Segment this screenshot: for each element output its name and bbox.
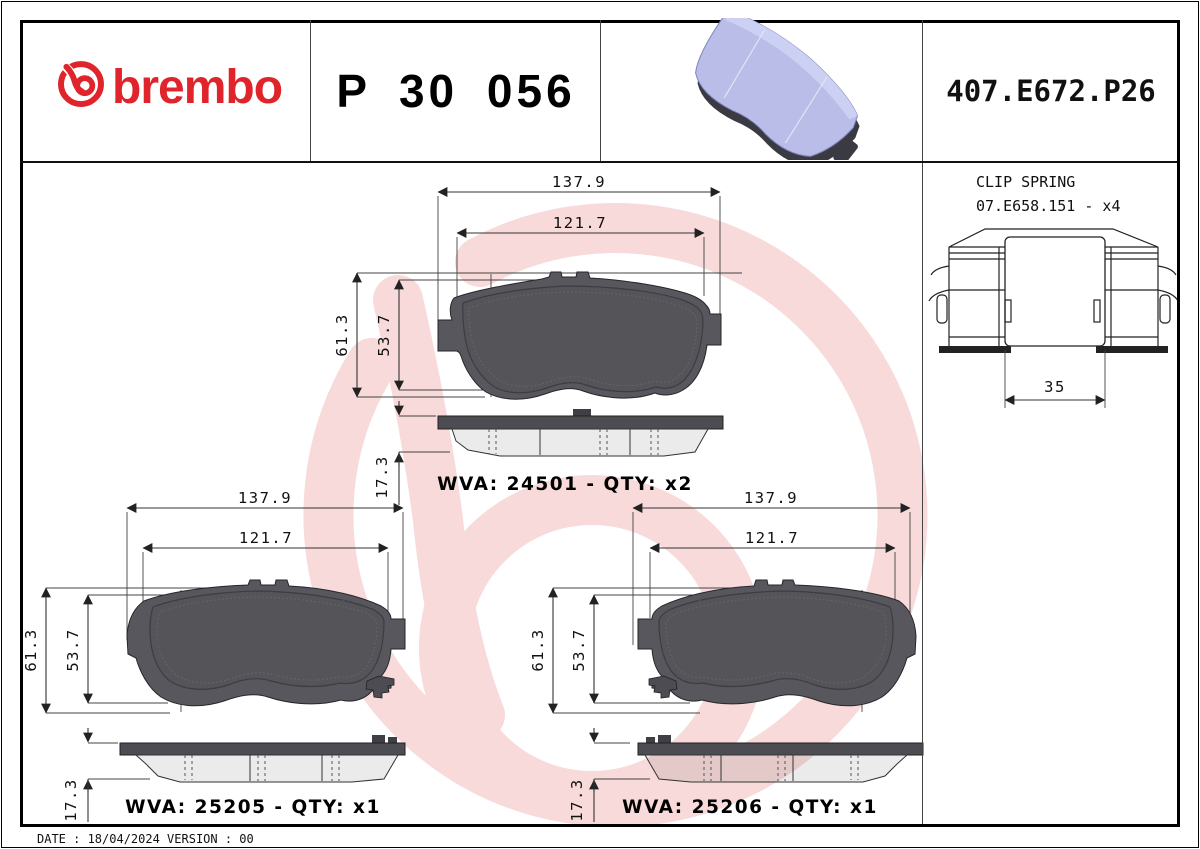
pad-group-25206: 137.9 121.7 61.3 53.7 17.3 WVA: 25206 - … <box>529 489 924 822</box>
dim-clip-width: 35 <box>1044 378 1066 396</box>
dim-thickness-br: 17.3 <box>568 778 586 821</box>
brake-pad-3d-render-icon <box>695 18 860 160</box>
part-number: P 30 056 <box>336 64 576 117</box>
brand-wordmark: brembo <box>112 61 283 114</box>
dim-pad-height-top: 53.7 <box>375 313 393 356</box>
dim-outer-height-top: 61.3 <box>333 313 351 356</box>
dim-outer-height-br: 61.3 <box>529 628 547 671</box>
clip-spring-caption: CLIP SPRING 07.E658.151 - x4 <box>976 170 1121 218</box>
brembo-logo-icon <box>58 59 104 108</box>
dim-outer-width-br: 137.9 <box>744 489 798 507</box>
dim-thickness-bl: 17.3 <box>62 778 80 821</box>
wva-label-24501: WVA: 24501 - QTY: x2 <box>437 474 693 495</box>
clip-spring-drawing: 35 <box>928 228 1179 408</box>
pad-group-25205: 137.9 121.7 61.3 53.7 17.3 WVA: 25205 - … <box>22 489 406 822</box>
title-divider-1 <box>310 20 311 161</box>
title-block-bottom-line <box>20 161 1177 163</box>
dim-outer-width-bl: 137.9 <box>238 489 292 507</box>
dim-pad-width-top: 121.7 <box>553 214 607 232</box>
wva-label-25206: WVA: 25206 - QTY: x1 <box>622 797 878 818</box>
dim-pad-width-bl: 121.7 <box>239 529 293 547</box>
dim-pad-height-br: 53.7 <box>570 628 588 671</box>
dim-pad-height-bl: 53.7 <box>64 628 82 671</box>
date-version-line: DATE : 18/04/2024 VERSION : 00 <box>37 832 254 846</box>
clip-spring-title: CLIP SPRING <box>976 173 1076 191</box>
dim-thickness-top: 17.3 <box>373 455 391 498</box>
clip-spring-code: 07.E658.151 - x4 <box>976 197 1121 215</box>
right-column-divider <box>922 20 923 824</box>
pad-edge-view-24501 <box>437 409 724 457</box>
pad-front-view-24501 <box>437 271 722 400</box>
pad-group-24501: 137.9 121.7 61.3 53.7 17.3 WVA: 24501 - … <box>333 173 742 505</box>
title-divider-2 <box>600 20 601 161</box>
catalog-code: 407.E672.P26 <box>946 73 1156 108</box>
dim-pad-width-br: 121.7 <box>745 529 799 547</box>
dim-outer-width-top: 137.9 <box>552 173 606 191</box>
dim-outer-height-bl: 61.3 <box>22 628 40 671</box>
wva-label-25205: WVA: 25205 - QTY: x1 <box>125 797 381 818</box>
